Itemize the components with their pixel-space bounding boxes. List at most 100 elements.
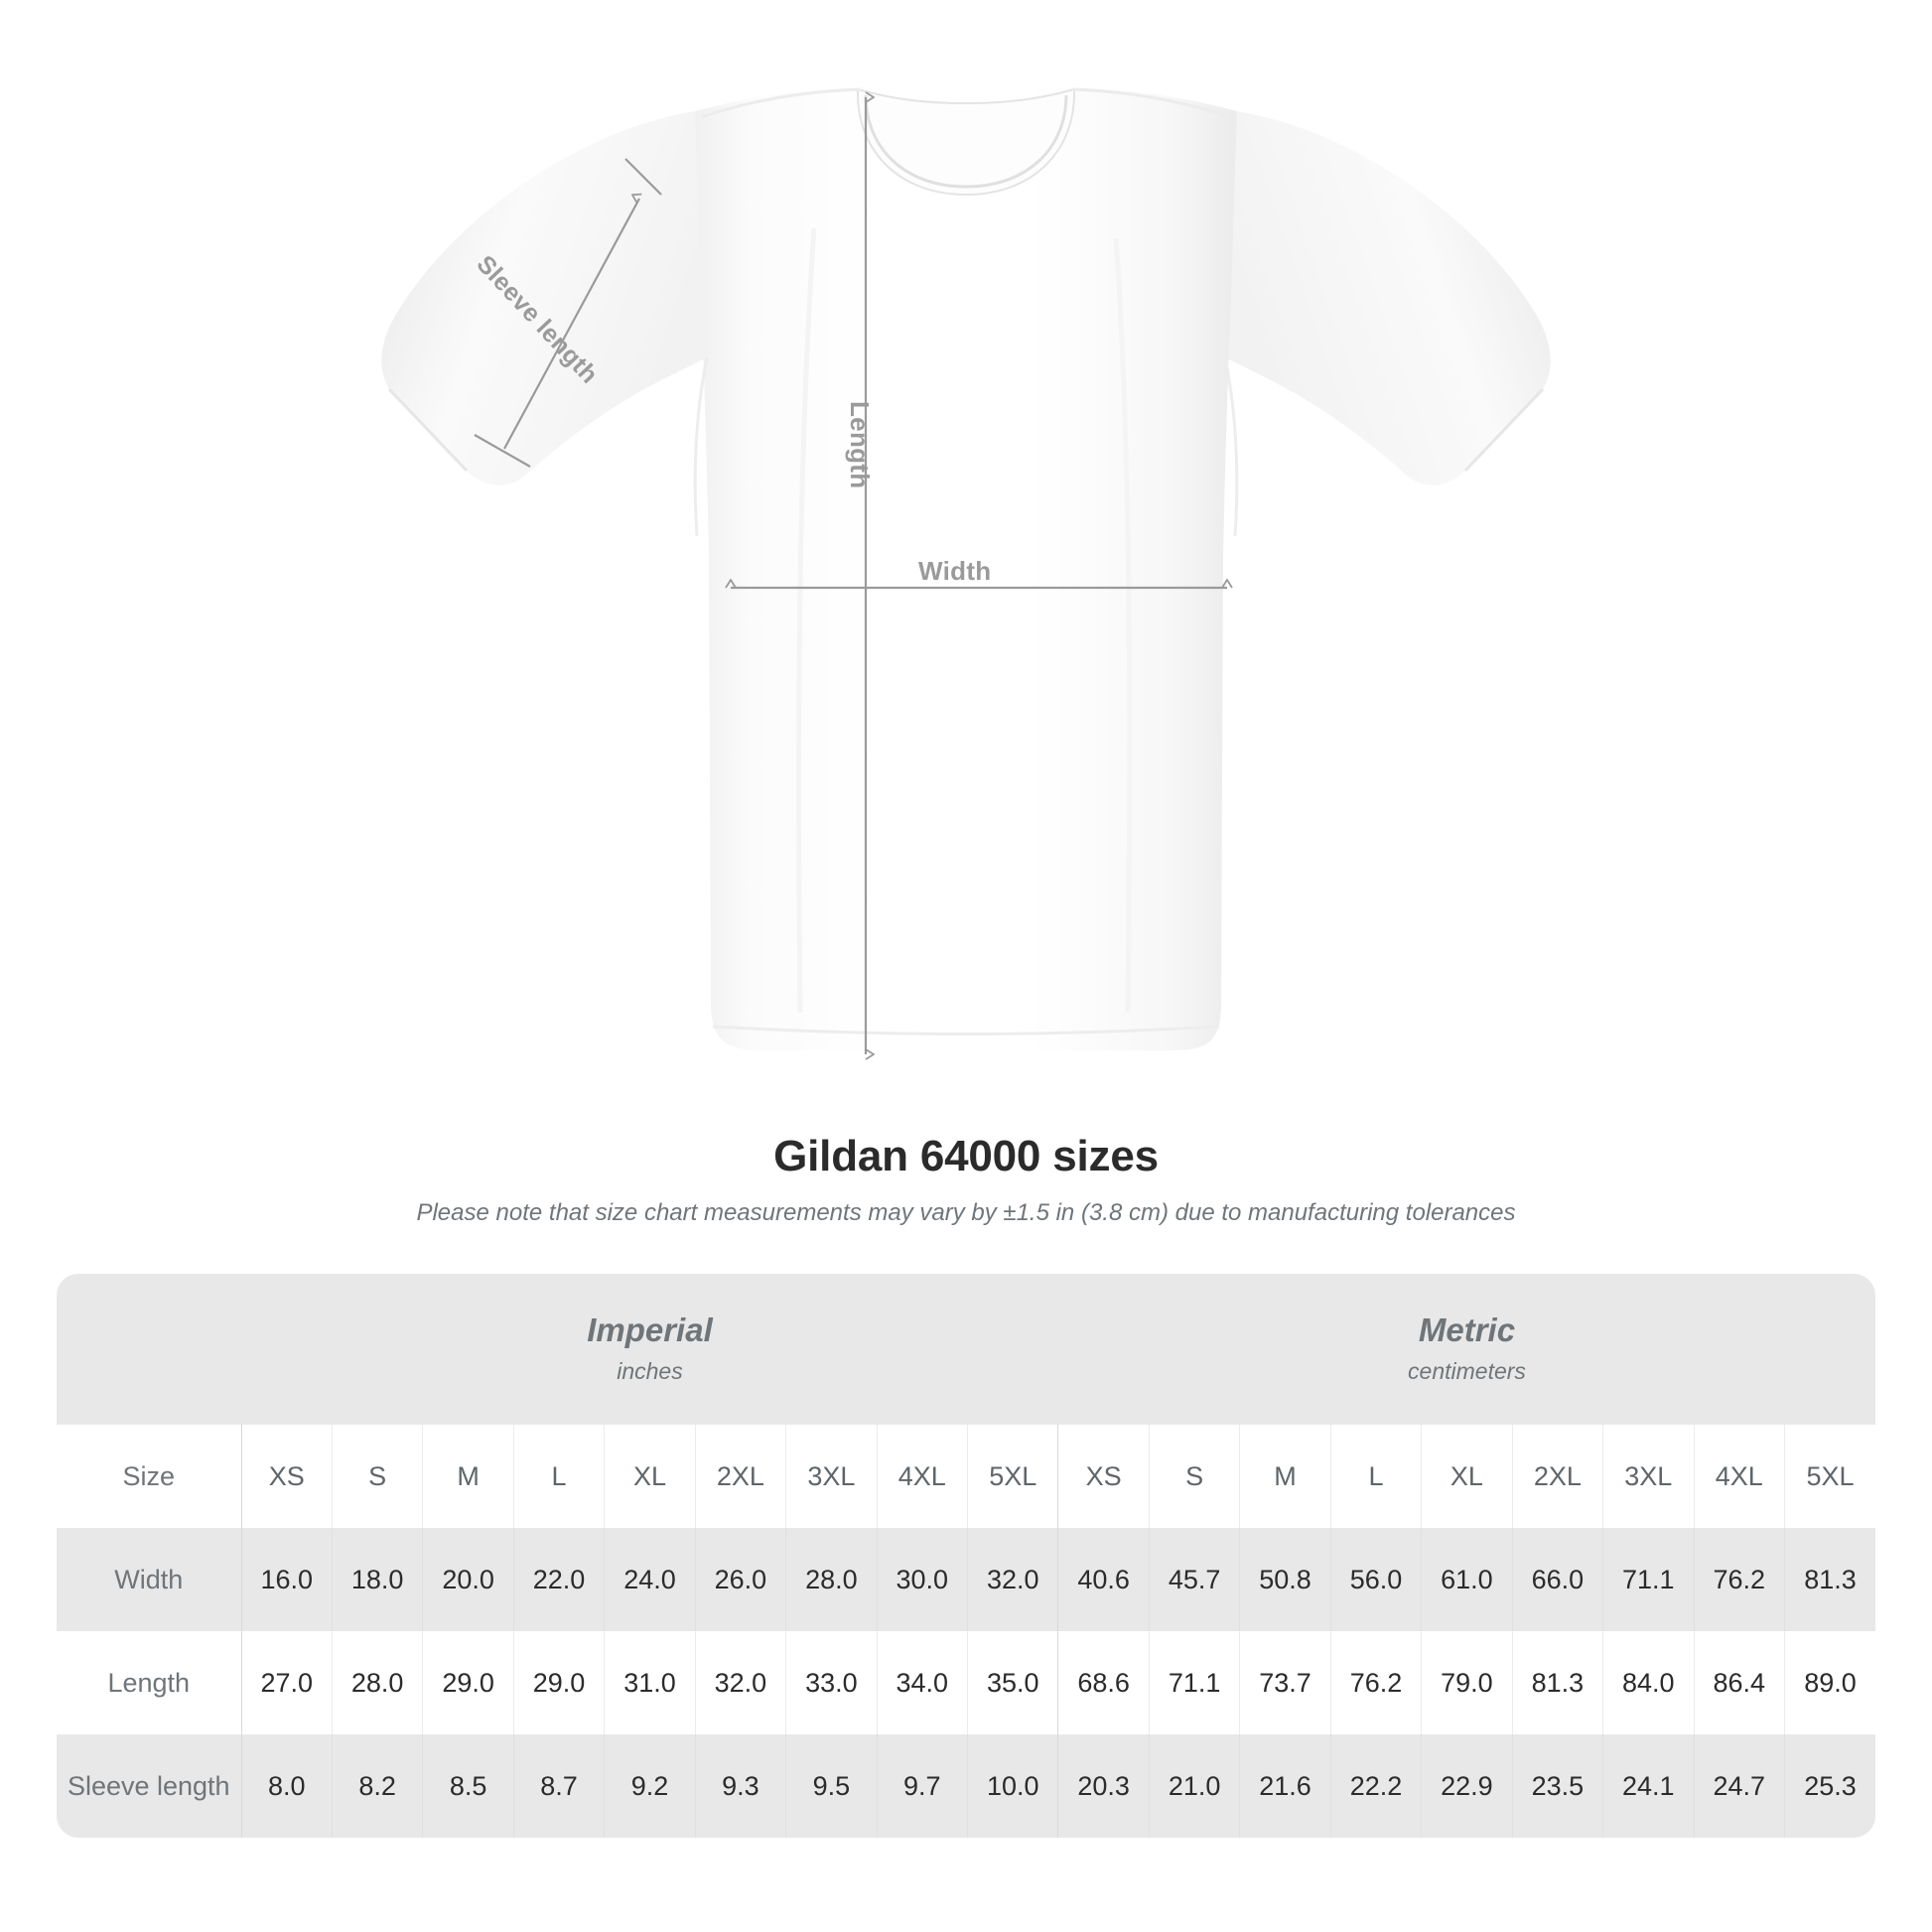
width-annotation-label: Width <box>918 556 992 586</box>
cell-length-metric-l: 76.2 <box>1330 1631 1423 1734</box>
right-sleeve-hem <box>1463 387 1545 473</box>
table-row: Sleeve length 8.0 8.2 8.5 8.7 9.2 9.3 9.5 9.7 10.… <box>57 1734 1875 1838</box>
cell-sleeve-length-imperial-4xl: 9.7 <box>877 1734 969 1838</box>
left-sleeve <box>381 111 707 485</box>
right-armhole-seam <box>1223 356 1239 537</box>
size-header-cell-imperial-xl: XL <box>604 1425 696 1528</box>
chart-title-block: Gildan 64000 sizes Please note that size… <box>0 1132 1932 1227</box>
cell-sleeve-length-metric-2xl: 23.5 <box>1512 1734 1604 1838</box>
cell-sleeve-length-metric-s: 21.0 <box>1149 1734 1241 1838</box>
size-header-cell-imperial-l: L <box>513 1425 606 1528</box>
right-sleeve <box>1225 111 1551 485</box>
cell-width-metric-xl: 61.0 <box>1421 1528 1513 1631</box>
cell-sleeve-length-imperial-3xl: 9.5 <box>785 1734 878 1838</box>
shirt-body <box>695 87 1237 1050</box>
size-header-cell-metric-m: M <box>1239 1425 1331 1528</box>
tolerance-note: Please note that size chart measurements… <box>416 1199 1516 1226</box>
cell-length-imperial-4xl: 34.0 <box>877 1631 969 1734</box>
cell-sleeve-length-metric-l: 22.2 <box>1330 1734 1423 1838</box>
unit-group-imperial: Imperial inches <box>241 1274 1058 1425</box>
table-row: Length 27.0 28.0 29.0 29.0 31.0 32.0 33.0 34.0 35… <box>57 1631 1875 1734</box>
cell-length-imperial-xs: 27.0 <box>241 1631 333 1734</box>
size-header-cell-metric-xs: XS <box>1057 1425 1150 1528</box>
cell-sleeve-length-metric-xs: 20.3 <box>1057 1734 1150 1838</box>
measurement-lines <box>474 97 1227 1054</box>
size-header-cell-imperial-xs: XS <box>241 1425 333 1528</box>
size-header-cell-metric-3xl: 3XL <box>1602 1425 1695 1528</box>
cell-width-metric-2xl: 66.0 <box>1512 1528 1604 1631</box>
size-header-cell-metric-2xl: 2XL <box>1512 1425 1604 1528</box>
cell-width-imperial-s: 18.0 <box>332 1528 424 1631</box>
cell-width-metric-4xl: 76.2 <box>1694 1528 1785 1631</box>
size-chart-table: Imperial inches Metric centimeters Size XS S M L… <box>57 1274 1875 1838</box>
sleeve-measurement-line <box>503 199 639 450</box>
size-header-cell-metric-xl: XL <box>1421 1425 1513 1528</box>
cell-length-metric-m: 73.7 <box>1239 1631 1331 1734</box>
sleeve-tick-top <box>624 158 662 196</box>
size-header-cell-metric-s: S <box>1149 1425 1241 1528</box>
cell-width-imperial-2xl: 26.0 <box>695 1528 787 1631</box>
cell-sleeve-length-imperial-xs: 8.0 <box>241 1734 333 1838</box>
cell-length-metric-xl: 79.0 <box>1421 1631 1513 1734</box>
size-header-label: Size <box>57 1425 242 1528</box>
cell-sleeve-length-imperial-2xl: 9.3 <box>695 1734 787 1838</box>
row-label-length: Length <box>57 1631 242 1734</box>
size-header-cell-metric-l: L <box>1330 1425 1423 1528</box>
left-shoulder-seam <box>700 87 861 119</box>
cell-length-imperial-5xl: 35.0 <box>967 1631 1059 1734</box>
cell-length-imperial-s: 28.0 <box>332 1631 424 1734</box>
cell-width-imperial-3xl: 28.0 <box>785 1528 878 1631</box>
cell-width-imperial-4xl: 30.0 <box>877 1528 969 1631</box>
cell-sleeve-length-metric-4xl: 24.7 <box>1694 1734 1785 1838</box>
cell-width-metric-5xl: 81.3 <box>1784 1528 1875 1631</box>
cell-length-metric-s: 71.1 <box>1149 1631 1241 1734</box>
table-row: Width 16.0 18.0 20.0 22.0 24.0 26.0 28.0 30.0 32.… <box>57 1528 1875 1631</box>
unit-group-metric: Metric centimeters <box>1057 1274 1875 1425</box>
row-label-sleeve-length: Sleeve length <box>57 1734 242 1838</box>
collar <box>856 87 1076 197</box>
cell-sleeve-length-metric-5xl: 25.3 <box>1784 1734 1875 1838</box>
cell-length-imperial-xl: 31.0 <box>604 1631 696 1734</box>
cell-width-metric-l: 56.0 <box>1330 1528 1423 1631</box>
unit-group-title: Imperial <box>587 1311 713 1349</box>
sleeve-tick-bottom <box>474 434 531 468</box>
cell-sleeve-length-imperial-xl: 9.2 <box>604 1734 696 1838</box>
cell-length-metric-4xl: 86.4 <box>1694 1631 1785 1734</box>
cell-length-metric-2xl: 81.3 <box>1512 1631 1604 1734</box>
cell-length-metric-3xl: 84.0 <box>1602 1631 1695 1734</box>
cell-width-imperial-5xl: 32.0 <box>967 1528 1059 1631</box>
cell-width-imperial-l: 22.0 <box>513 1528 606 1631</box>
cell-width-metric-xs: 40.6 <box>1057 1528 1150 1631</box>
fabric-fold <box>1113 237 1133 1014</box>
cell-length-metric-xs: 68.6 <box>1057 1631 1150 1734</box>
size-header-cell-metric-5xl: 5XL <box>1784 1425 1875 1528</box>
cell-width-metric-3xl: 71.1 <box>1602 1528 1695 1631</box>
cell-length-metric-5xl: 89.0 <box>1784 1631 1875 1734</box>
cell-sleeve-length-imperial-m: 8.5 <box>422 1734 514 1838</box>
cell-length-imperial-2xl: 32.0 <box>695 1631 787 1734</box>
size-header-cell-imperial-3xl: 3XL <box>785 1425 878 1528</box>
cell-sleeve-length-imperial-5xl: 10.0 <box>967 1734 1059 1838</box>
collar-inner-seam <box>864 94 1068 189</box>
unit-banner-spacer <box>57 1274 241 1425</box>
left-sleeve-hem <box>387 387 469 473</box>
cell-width-metric-s: 45.7 <box>1149 1528 1241 1631</box>
cell-length-imperial-l: 29.0 <box>513 1631 606 1734</box>
size-header-cell-imperial-s: S <box>332 1425 424 1528</box>
cell-width-metric-m: 50.8 <box>1239 1528 1331 1631</box>
tshirt-illustration <box>381 87 1551 1122</box>
row-label-width: Width <box>57 1528 242 1631</box>
shirt-shape <box>381 87 1551 1050</box>
size-header-row: Size XS S M L XL 2XL 3XL 4XL 5XL XS S M L XL 2XL 3XL 4XL 5… <box>57 1425 1875 1528</box>
page-title: Gildan 64000 sizes <box>773 1132 1159 1180</box>
unit-banner-row: Imperial inches Metric centimeters <box>57 1274 1875 1425</box>
right-shoulder-seam <box>1071 87 1232 119</box>
cell-sleeve-length-metric-xl: 22.9 <box>1421 1734 1513 1838</box>
unit-group-title: Metric <box>1418 1311 1516 1349</box>
size-chart-container: Imperial inches Metric centimeters Size XS S M L… <box>57 1274 1875 1838</box>
size-header-cell-imperial-m: M <box>422 1425 514 1528</box>
left-armhole-seam <box>693 356 709 537</box>
cell-sleeve-length-imperial-l: 8.7 <box>513 1734 606 1838</box>
tshirt-diagram: Width Length Sleeve length <box>381 87 1551 1122</box>
cell-length-imperial-m: 29.0 <box>422 1631 514 1734</box>
